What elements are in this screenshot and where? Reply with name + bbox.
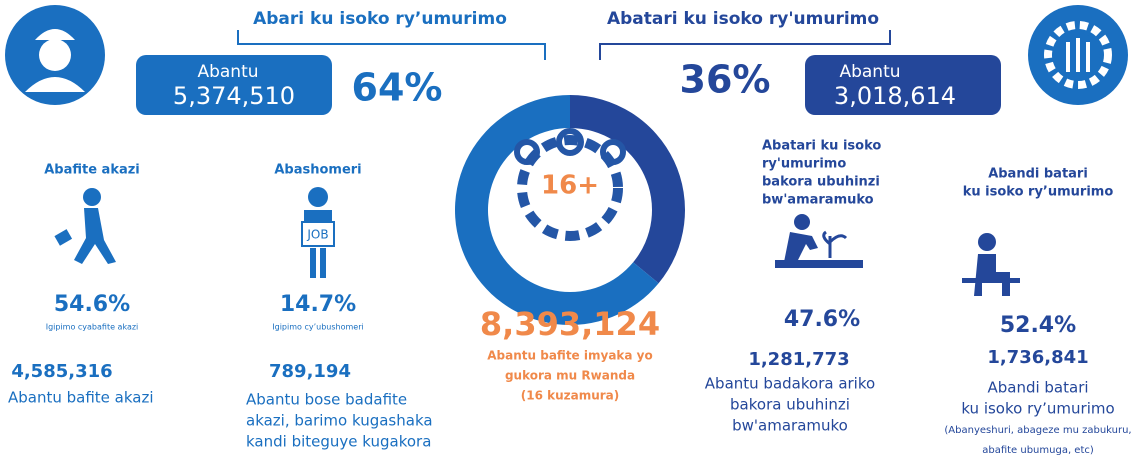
left-title: Abari ku isoko ry’umurimo	[253, 9, 507, 29]
description: Abantu badakora ariko	[705, 375, 875, 393]
right-title: Abatari ku isoko ry'umurimo	[607, 9, 879, 29]
people-label: Abantu	[197, 62, 258, 82]
worker-walking-icon	[54, 188, 116, 264]
caption: gukora mu Rwanda	[505, 369, 635, 383]
rate-label: Igipimo cyabafite akazi	[46, 323, 139, 332]
group-title: Abafite akazi	[44, 163, 140, 178]
count: 1,736,841	[987, 347, 1088, 368]
description: ku isoko ry’umurimo	[961, 400, 1114, 418]
description: abafite ubumuga, etc)	[982, 445, 1094, 456]
description: (Abanyeshuri, abageze mu zabukuru,	[944, 425, 1131, 436]
sitting-person-icon	[962, 233, 1020, 296]
caption: (16 kuzamura)	[521, 389, 620, 403]
share-label: 36%	[680, 58, 771, 102]
rate: 47.6%	[784, 307, 860, 332]
rate: 14.7%	[280, 292, 356, 317]
group-title: Abatari ku isoko	[762, 139, 881, 154]
description: akazi, barimo kugashaka	[246, 412, 433, 430]
people-count: 5,374,510	[173, 82, 295, 110]
description: Abantu bose badafite	[246, 391, 407, 409]
group-title: bw'amaramuko	[762, 193, 874, 208]
count: 4,585,316	[11, 361, 112, 382]
infographic: Abari ku isoko ry’umurimo Abatari ku iso…	[0, 0, 1136, 467]
icon-text: JOB	[306, 228, 328, 242]
description: bakora ubuhinzi	[730, 396, 850, 414]
total: 8,393,124	[480, 305, 660, 343]
rate-label: Igipimo cy’ubushomeri	[272, 323, 363, 332]
group-title: Abandi batari	[988, 167, 1088, 182]
rate: 52.4%	[1000, 313, 1076, 338]
group-title: bakora ubuhinzi	[762, 175, 880, 190]
group-title: ku isoko ry’umurimo	[963, 185, 1114, 200]
caption: Abantu bafite imyaka yo	[487, 349, 652, 363]
rate: 54.6%	[54, 292, 130, 317]
farmer-icon	[775, 214, 863, 268]
count: 1,281,773	[748, 349, 849, 370]
description: kandi biteguye kugakora	[246, 433, 431, 451]
description: bw'amaramuko	[732, 417, 848, 435]
group-title: Abashomeri	[274, 163, 361, 178]
group-title: ry'umurimo	[762, 157, 846, 172]
description: Abantu bafite akazi	[8, 389, 154, 407]
people-count: 3,018,614	[834, 82, 956, 110]
description: Abandi batari	[987, 379, 1088, 397]
age-badge: 16+	[541, 171, 599, 201]
worker-icon	[5, 5, 105, 105]
people-label: Abantu	[839, 62, 900, 82]
crop-gear-icon	[1028, 5, 1128, 105]
share-label: 64%	[352, 66, 443, 110]
count: 789,194	[269, 361, 351, 382]
